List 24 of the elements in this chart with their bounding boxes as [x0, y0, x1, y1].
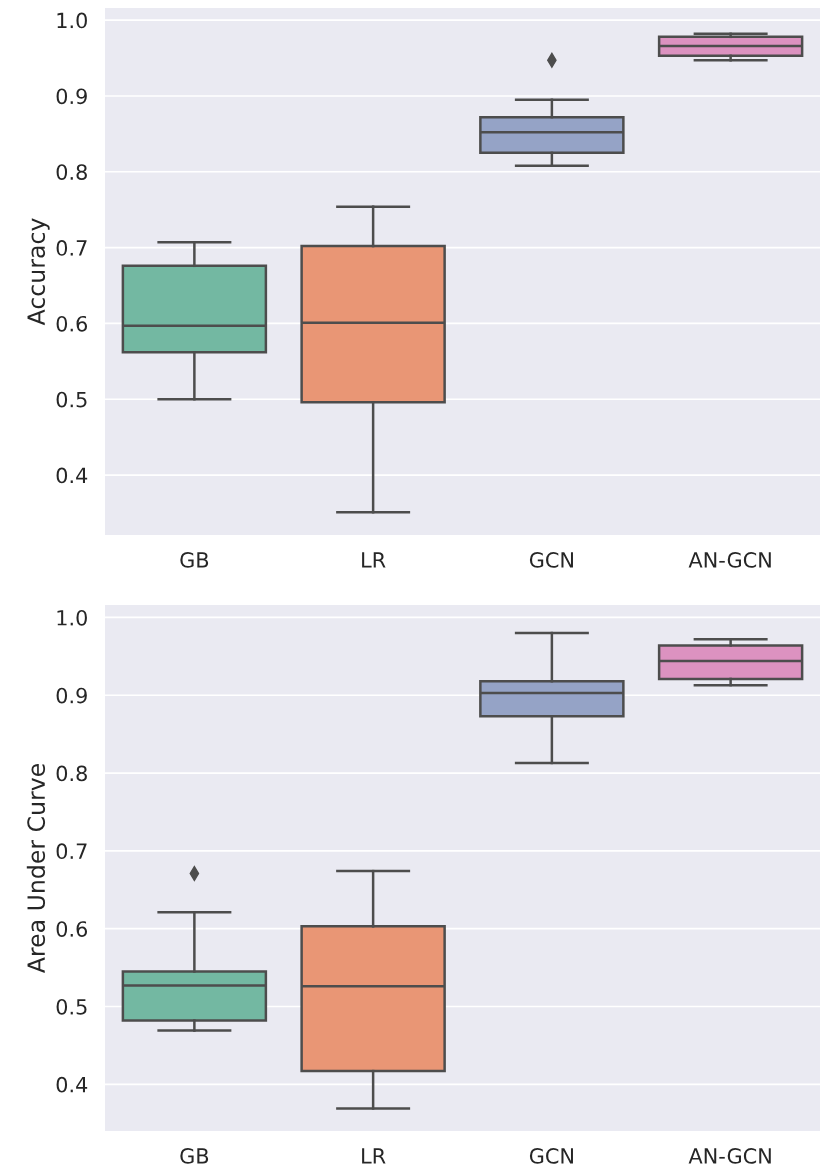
y-tick-label: 0.7: [56, 843, 87, 860]
y-tick-label: 0.8: [56, 164, 87, 180]
y-tick-label: 1.0: [57, 12, 87, 29]
x-tick-label: LR: [362, 552, 386, 568]
x-tick-label: GCN: [529, 1148, 573, 1164]
y-tick-label: 0.6: [56, 921, 88, 937]
y-axis-title: Accuracy: [27, 218, 50, 326]
x-tick-label: GCN: [529, 552, 573, 568]
y-tick-label: 0.5: [56, 391, 87, 408]
x-tick-label: GB: [180, 552, 209, 568]
y-tick-label: 0.8: [56, 765, 87, 782]
y-tick-label: 0.6: [56, 315, 88, 332]
y-axis-title: Area Under Curve: [26, 764, 46, 974]
y-tick-label: 0.4: [56, 467, 88, 484]
x-tick-label: LR: [362, 1148, 386, 1164]
y-tick-label: 0.9: [56, 687, 87, 704]
y-tick-label: 1.0: [57, 609, 87, 626]
x-tick-label: AN-GCN: [688, 1148, 771, 1164]
x-tick-label: AN-GCN: [688, 552, 771, 568]
y-tick-label: 0.5: [56, 998, 87, 1015]
y-tick-label: 0.9: [56, 88, 87, 105]
y-tick-label: 0.7: [56, 240, 87, 256]
y-tick-label: 0.4: [56, 1076, 88, 1093]
x-tick-label: GB: [180, 1148, 209, 1164]
